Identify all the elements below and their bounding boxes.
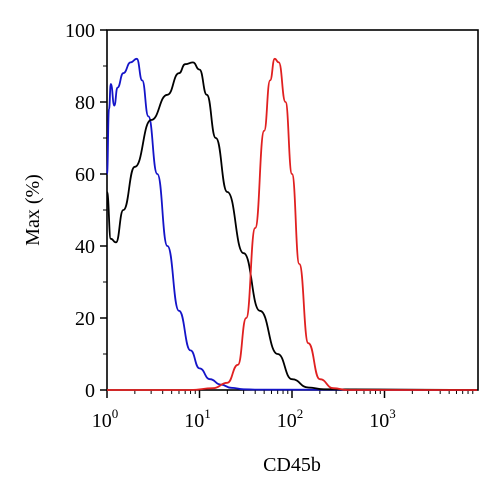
- y-tick-label: 100: [65, 20, 95, 42]
- x-axis-title: CD45b: [263, 454, 321, 476]
- x-tick-label: 103: [369, 406, 396, 432]
- x-tick-label: 101: [184, 406, 211, 432]
- y-tick-label: 40: [75, 236, 95, 258]
- series-group: [106, 57, 478, 391]
- x-tick-label: 100: [92, 406, 119, 432]
- y-tick-label: 60: [75, 164, 95, 186]
- y-tick-label: 80: [75, 92, 95, 114]
- y-tick-label: 20: [75, 308, 95, 330]
- y-axis-title: Max (%): [22, 174, 44, 246]
- series-line-1: [106, 57, 478, 391]
- y-tick-label: 0: [85, 380, 95, 402]
- series-line-2: [106, 61, 478, 391]
- series-line-3: [107, 57, 477, 391]
- y-axis: 0 20 40 60 80 100: [65, 20, 107, 402]
- x-axis: 100 101 102 103: [92, 390, 474, 432]
- x-tick-label: 102: [277, 406, 304, 432]
